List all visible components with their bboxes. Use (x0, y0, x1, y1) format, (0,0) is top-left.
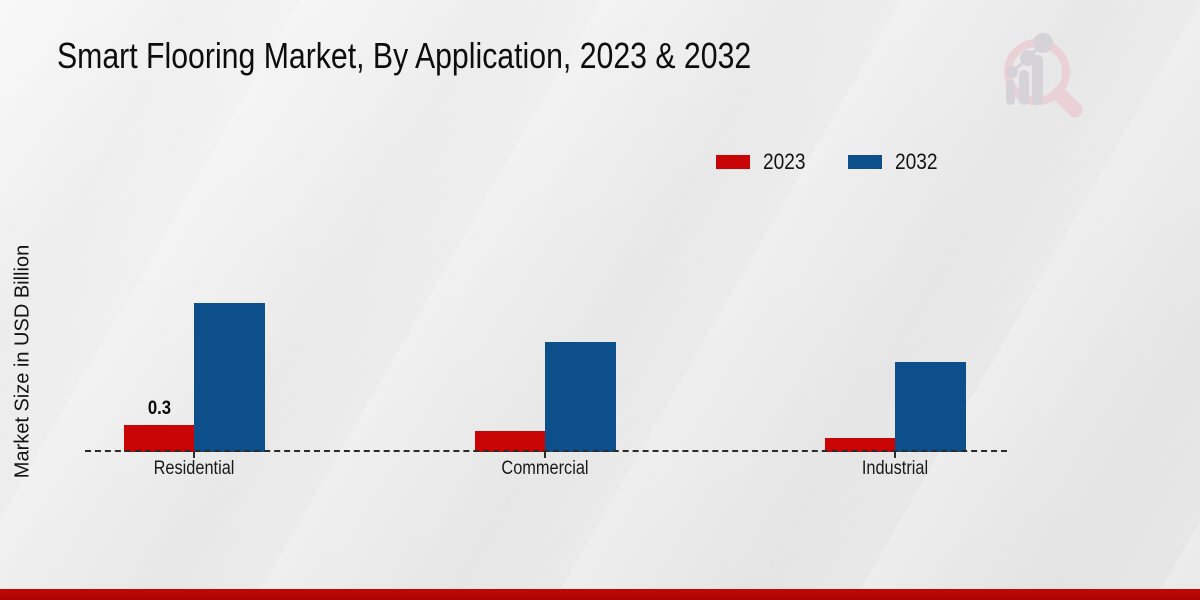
category-label-industrial: Industrial (861, 458, 929, 479)
x-axis-baseline (85, 450, 1007, 452)
legend-label-2023: 2023 (763, 149, 806, 174)
chart-title: Smart Flooring Market, By Application, 2… (57, 35, 752, 76)
legend-label-2032: 2032 (894, 149, 938, 174)
x-axis-tick-industrial (894, 452, 896, 458)
bar-2032-residential (194, 303, 265, 452)
bar-value-label: 0.3 (147, 398, 172, 419)
legend-item-2032: 2032 (847, 149, 944, 175)
x-axis-tick-commercial (544, 452, 546, 458)
bar-2023-commercial (475, 431, 546, 452)
legend-item-2023: 2023 (716, 149, 812, 175)
category-label-commercial: Commercial (501, 458, 589, 479)
bar-2032-commercial (545, 342, 616, 452)
legend: 2023 2032 (716, 149, 944, 175)
category-label-residential: Residential (153, 458, 235, 479)
bar-2023-residential (124, 425, 195, 452)
legend-swatch-2023 (716, 155, 750, 169)
plot-area: 0.3 (124, 303, 966, 452)
legend-swatch-2032 (847, 155, 882, 169)
bar-2023-industrial (825, 438, 896, 452)
footer-accent-bar (0, 589, 1200, 600)
market-research-magnifier-logo (1004, 33, 1083, 118)
x-axis-tick-residential (193, 452, 195, 458)
bar-2032-industrial (895, 362, 966, 452)
